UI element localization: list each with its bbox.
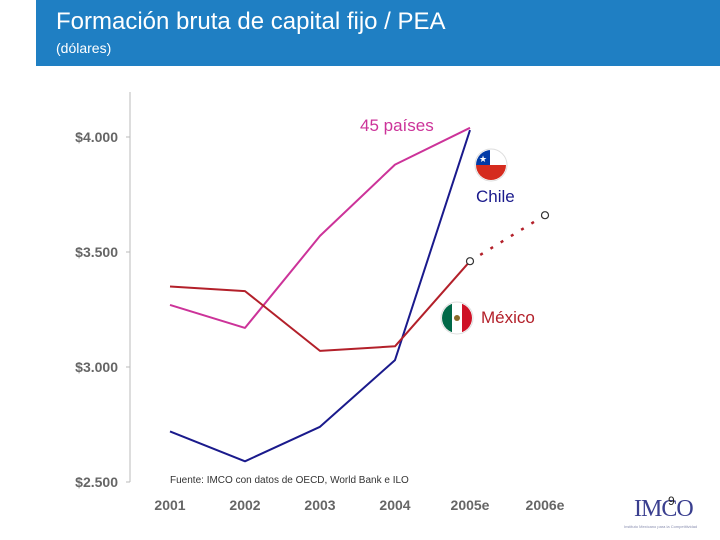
series-line-0 <box>169 126 471 329</box>
x-tick-label: 2002 <box>229 497 260 513</box>
logo-tagline: Instituto Mexicano para la Competitivida… <box>624 524 698 529</box>
projection-point <box>465 257 475 266</box>
mexico-flag-icon <box>440 301 474 335</box>
y-tick-label: $4.000 <box>75 129 118 145</box>
projection-line <box>469 214 546 263</box>
mexico-projection <box>465 211 550 266</box>
logo-text: IMCO <box>634 496 694 522</box>
label-mexico: México <box>481 308 535 327</box>
y-tick-label: $2.500 <box>75 474 118 490</box>
svg-text:★: ★ <box>479 155 487 165</box>
imco-logo: IMCO Instituto Mexicano para la Competit… <box>624 496 704 530</box>
series-line-2 <box>169 260 471 352</box>
x-tick-label: 2003 <box>304 497 335 513</box>
source-note: Fuente: IMCO con datos de OECD, World Ba… <box>170 475 409 486</box>
y-tick-label: $3.500 <box>75 244 118 260</box>
series-line-1 <box>169 129 471 463</box>
chile-flag-icon: ★ <box>474 148 508 182</box>
page-subtitle: (dólares) <box>56 40 112 56</box>
x-tick-label: 2006e <box>526 497 565 513</box>
page-number: 9 <box>668 494 675 508</box>
page-title: Formación bruta de capital fijo / PEA <box>56 8 446 35</box>
title-banner: Formación bruta de capital fijo / PEA (d… <box>36 0 720 66</box>
series-lines <box>169 126 471 463</box>
x-tick-label: 2001 <box>154 497 185 513</box>
projection-point <box>540 211 550 220</box>
y-tick-label: $3.000 <box>75 359 118 375</box>
x-tick-label: 2004 <box>379 497 410 513</box>
label-45-paises: 45 países <box>360 116 434 135</box>
y-axis-ticks: $2.500 $3.000 $3.500 $4.000 <box>75 129 130 490</box>
label-chile: Chile <box>476 187 515 206</box>
x-tick-label: 2005e <box>451 497 490 513</box>
x-axis-ticks: 2001 2002 2003 2004 2005e 2006e <box>154 497 564 513</box>
